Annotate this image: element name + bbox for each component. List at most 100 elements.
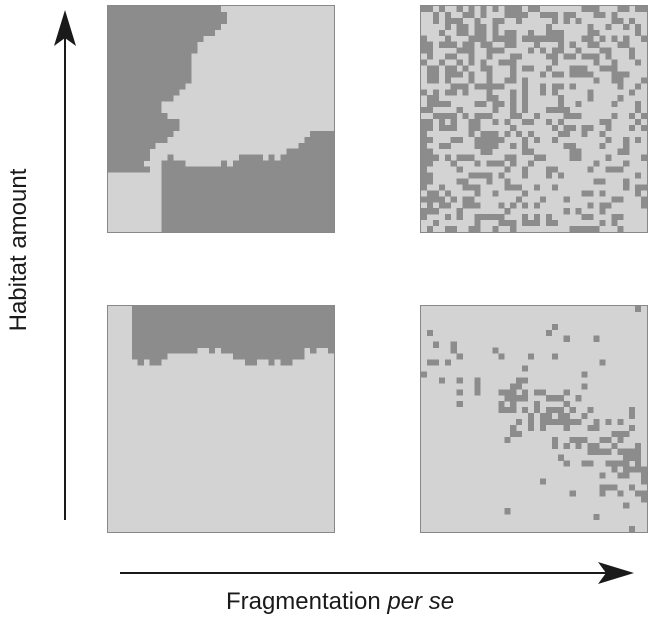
habitat-cell [161, 130, 168, 137]
habitat-cell [328, 178, 334, 185]
habitat-cell [125, 166, 132, 173]
habitat-cell [221, 335, 228, 342]
habitat-cell [557, 29, 564, 36]
habitat-cell [286, 323, 293, 330]
habitat-cell [256, 341, 263, 348]
habitat-cell [244, 160, 251, 167]
habitat-cell [629, 484, 636, 491]
habitat-cell [244, 359, 251, 366]
habitat-cell [167, 119, 174, 126]
habitat-cell [250, 353, 257, 360]
habitat-cell [185, 323, 192, 330]
habitat-cell [611, 430, 618, 437]
habitat-cell [113, 119, 121, 126]
habitat-cell [161, 347, 168, 354]
habitat-cell [551, 35, 558, 42]
habitat-cell [456, 208, 463, 215]
habitat-cell [623, 454, 630, 461]
habitat-cell [611, 214, 618, 221]
habitat-cell [593, 226, 600, 232]
habitat-cell [137, 41, 144, 48]
habitat-cell [462, 11, 469, 19]
habitat-cell [155, 23, 162, 30]
habitat-cell [322, 317, 329, 324]
habitat-cell [611, 77, 618, 84]
habitat-cell [286, 306, 293, 313]
habitat-cell [551, 395, 558, 402]
habitat-cell [468, 59, 475, 66]
habitat-cell [539, 71, 547, 78]
habitat-cell [191, 11, 198, 19]
habitat-cell [143, 341, 150, 348]
habitat-cell [268, 178, 275, 185]
habitat-cell [143, 23, 150, 30]
habitat-cell [599, 359, 606, 366]
habitat-cell [480, 29, 487, 36]
habitat-cell [185, 23, 192, 30]
habitat-cell [286, 148, 293, 155]
habitat-cell [462, 113, 469, 120]
habitat-cell [113, 166, 121, 173]
habitat-cell [421, 59, 428, 66]
habitat-cell [292, 160, 299, 167]
habitat-cell [232, 196, 239, 203]
habitat-cell [215, 17, 222, 24]
habitat-cell [125, 65, 132, 72]
habitat-cell [108, 95, 115, 102]
habitat-cell [137, 89, 144, 96]
habitat-cell [635, 59, 642, 66]
habitat-cell [191, 202, 198, 209]
habitat-cell [581, 35, 588, 42]
habitat-cell [197, 178, 204, 185]
habitat-cell [125, 6, 132, 13]
habitat-cell [185, 29, 192, 36]
habitat-cell [119, 35, 126, 42]
habitat-cell [510, 160, 517, 167]
habitat-cell [298, 226, 305, 232]
habitat-cell [286, 214, 293, 221]
habitat-cell [209, 190, 216, 197]
habitat-cell [161, 71, 168, 78]
habitat-cell [221, 226, 228, 232]
habitat-cell [498, 17, 505, 24]
habitat-cell [510, 407, 517, 414]
habitat-cell [173, 77, 180, 84]
habitat-cell [635, 101, 642, 108]
habitat-cell [292, 226, 299, 232]
habitat-cell [179, 306, 186, 313]
habitat-cell [137, 59, 144, 66]
habitat-cell [155, 29, 162, 36]
habitat-cell [316, 306, 323, 313]
habitat-cell [492, 29, 499, 36]
habitat-cell [131, 47, 138, 54]
habitat-cell [179, 347, 186, 354]
habitat-cell [635, 490, 642, 497]
habitat-cell [510, 383, 517, 390]
habitat-cell [155, 47, 162, 54]
habitat-cell [444, 17, 451, 24]
habitat-cell [617, 6, 624, 13]
habitat-cell [274, 160, 281, 167]
habitat-cell [534, 401, 541, 408]
habitat-cell [197, 11, 204, 19]
habitat-cell [215, 306, 222, 313]
habitat-cell [161, 306, 168, 313]
habitat-cell [438, 59, 445, 66]
habitat-cell [185, 335, 192, 342]
habitat-cell [587, 23, 594, 30]
habitat-cell [557, 413, 564, 420]
habitat-cell [108, 41, 115, 48]
habitat-cell [528, 130, 535, 137]
habitat-cell [131, 53, 138, 60]
habitat-cell [250, 220, 257, 227]
habitat-cell [539, 196, 547, 203]
habitat-cell [486, 89, 493, 96]
habitat-cell [426, 148, 434, 155]
habitat-cell [468, 53, 475, 60]
habitat-cell [280, 329, 287, 336]
habitat-cell [125, 29, 132, 36]
habitat-cell [605, 119, 612, 126]
habitat-cell [173, 11, 180, 19]
habitat-cell [185, 226, 192, 232]
habitat-cell [528, 413, 535, 420]
